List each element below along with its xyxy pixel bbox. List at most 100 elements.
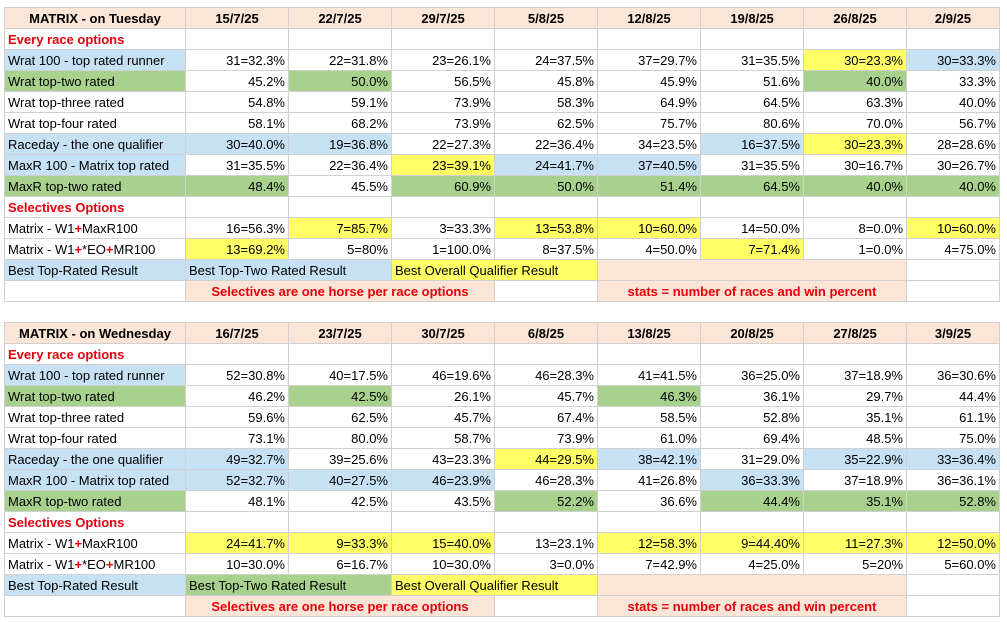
data-cell[interactable]: 36.6% [597, 490, 701, 512]
legend-top-rated[interactable]: Best Top-Rated Result [4, 574, 186, 596]
data-cell[interactable]: 48.4% [185, 175, 289, 197]
data-cell[interactable]: 37=29.7% [597, 49, 701, 71]
data-cell[interactable]: 49=32.7% [185, 448, 289, 470]
empty-cell[interactable] [700, 511, 804, 533]
data-cell[interactable]: 8=37.5% [494, 238, 598, 260]
data-cell[interactable]: 16=37.5% [700, 133, 804, 155]
data-cell[interactable]: 24=41.7% [185, 532, 289, 554]
row-label[interactable]: Matrix - W1+MaxR100 [4, 532, 186, 554]
data-cell[interactable]: 46.2% [185, 385, 289, 407]
data-cell[interactable]: 30=23.3% [803, 133, 907, 155]
empty-cell[interactable] [597, 28, 701, 50]
data-cell[interactable]: 41=41.5% [597, 364, 701, 386]
empty-cell[interactable] [906, 28, 1000, 50]
data-cell[interactable]: 22=27.3% [391, 133, 495, 155]
data-cell[interactable]: 36=30.6% [906, 364, 1000, 386]
data-cell[interactable]: 75.0% [906, 427, 1000, 449]
data-cell[interactable]: 31=35.5% [700, 49, 804, 71]
row-label[interactable]: Wrat 100 - top rated runner [4, 49, 186, 71]
data-cell[interactable]: 64.5% [700, 91, 804, 113]
empty-cell[interactable] [4, 280, 186, 302]
data-cell[interactable]: 26.1% [391, 385, 495, 407]
data-cell[interactable]: 7=42.9% [597, 553, 701, 575]
legend-overall[interactable]: Best Overall Qualifier Result [391, 259, 598, 281]
data-cell[interactable]: 34=23.5% [597, 133, 701, 155]
row-label[interactable]: Wrat top-two rated [4, 385, 186, 407]
date-header[interactable]: 19/8/25 [700, 7, 804, 29]
data-cell[interactable]: 42.5% [288, 490, 392, 512]
data-cell[interactable]: 36=25.0% [700, 364, 804, 386]
empty-cell[interactable] [185, 28, 289, 50]
data-cell[interactable]: 68.2% [288, 112, 392, 134]
data-cell[interactable]: 28=28.6% [906, 133, 1000, 155]
date-header[interactable]: 26/8/25 [803, 7, 907, 29]
data-cell[interactable]: 52=32.7% [185, 469, 289, 491]
note-selectives[interactable]: Selectives are one horse per race option… [185, 595, 495, 617]
data-cell[interactable]: 46=23.9% [391, 469, 495, 491]
empty-cell[interactable] [906, 196, 1000, 218]
empty-cell[interactable] [494, 511, 598, 533]
data-cell[interactable]: 30=26.7% [906, 154, 1000, 176]
data-cell[interactable]: 37=18.9% [803, 364, 907, 386]
data-cell[interactable]: 36=36.1% [906, 469, 1000, 491]
row-label[interactable]: MaxR 100 - Matrix top rated [4, 154, 186, 176]
empty-cell[interactable] [494, 343, 598, 365]
row-label[interactable]: Matrix - W1+MaxR100 [4, 217, 186, 239]
row-label[interactable]: Wrat top-two rated [4, 70, 186, 92]
data-cell[interactable]: 31=29.0% [700, 448, 804, 470]
row-label[interactable]: Raceday - the one qualifier [4, 133, 186, 155]
data-cell[interactable]: 60.9% [391, 175, 495, 197]
legend-top-two[interactable]: Best Top-Two Rated Result [185, 259, 392, 281]
row-label[interactable]: MaxR top-two rated [4, 175, 186, 197]
data-cell[interactable]: 46=28.3% [494, 364, 598, 386]
date-header[interactable]: 2/9/25 [906, 7, 1000, 29]
data-cell[interactable]: 40.0% [906, 175, 1000, 197]
data-cell[interactable]: 73.9% [494, 427, 598, 449]
data-cell[interactable]: 39=25.6% [288, 448, 392, 470]
data-cell[interactable]: 59.1% [288, 91, 392, 113]
data-cell[interactable]: 31=35.5% [700, 154, 804, 176]
row-label[interactable]: Matrix - W1+*EO+MR100 [4, 238, 186, 260]
data-cell[interactable]: 30=40.0% [185, 133, 289, 155]
data-cell[interactable]: 9=33.3% [288, 532, 392, 554]
note-stats[interactable]: stats = number of races and win percent [597, 595, 907, 617]
data-cell[interactable]: 62.5% [288, 406, 392, 428]
section-title[interactable]: Every race options [4, 343, 186, 365]
empty-cell[interactable] [494, 595, 598, 617]
data-cell[interactable]: 64.5% [700, 175, 804, 197]
data-cell[interactable]: 50.0% [494, 175, 598, 197]
data-cell[interactable]: 38=42.1% [597, 448, 701, 470]
data-cell[interactable]: 42.5% [288, 385, 392, 407]
data-cell[interactable]: 44.4% [906, 385, 1000, 407]
table-title[interactable]: MATRIX - on Tuesday [4, 7, 186, 29]
date-header[interactable]: 6/8/25 [494, 322, 598, 344]
data-cell[interactable]: 67.4% [494, 406, 598, 428]
data-cell[interactable]: 7=71.4% [700, 238, 804, 260]
empty-cell[interactable] [185, 196, 289, 218]
data-cell[interactable]: 9=44.40% [700, 532, 804, 554]
data-cell[interactable]: 19=36.8% [288, 133, 392, 155]
data-cell[interactable]: 40.0% [803, 175, 907, 197]
data-cell[interactable]: 35=22.9% [803, 448, 907, 470]
data-cell[interactable]: 50.0% [288, 70, 392, 92]
data-cell[interactable]: 43.5% [391, 490, 495, 512]
data-cell[interactable]: 22=36.4% [494, 133, 598, 155]
section-title[interactable]: Selectives Options [4, 511, 186, 533]
empty-cell[interactable] [288, 28, 392, 50]
note-stats[interactable]: stats = number of races and win percent [597, 280, 907, 302]
data-cell[interactable]: 73.1% [185, 427, 289, 449]
date-header[interactable]: 13/8/25 [597, 322, 701, 344]
data-cell[interactable]: 37=40.5% [597, 154, 701, 176]
data-cell[interactable]: 12=50.0% [906, 532, 1000, 554]
empty-cell[interactable] [494, 28, 598, 50]
date-header[interactable]: 16/7/25 [185, 322, 289, 344]
data-cell[interactable]: 52.8% [700, 406, 804, 428]
empty-cell[interactable] [597, 511, 701, 533]
data-cell[interactable]: 5=80% [288, 238, 392, 260]
data-cell[interactable]: 52=30.8% [185, 364, 289, 386]
data-cell[interactable]: 3=0.0% [494, 553, 598, 575]
data-cell[interactable]: 24=37.5% [494, 49, 598, 71]
data-cell[interactable]: 31=35.5% [185, 154, 289, 176]
data-cell[interactable]: 10=60.0% [906, 217, 1000, 239]
data-cell[interactable]: 45.9% [597, 70, 701, 92]
